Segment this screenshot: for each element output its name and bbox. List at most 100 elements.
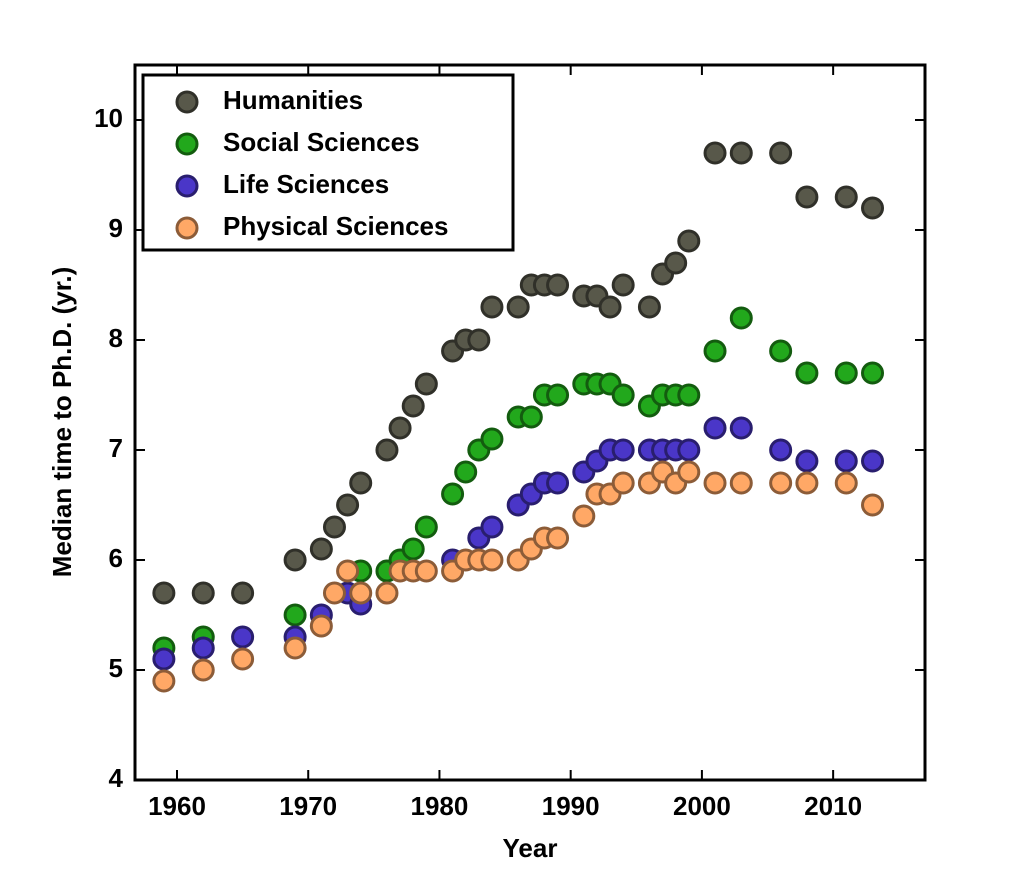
y-tick-label: 7	[109, 433, 123, 463]
legend-marker	[175, 174, 199, 198]
point	[572, 504, 596, 528]
point	[861, 361, 885, 385]
point	[703, 471, 727, 495]
point	[388, 416, 412, 440]
y-tick-label: 6	[109, 543, 123, 573]
y-tick-label: 8	[109, 323, 123, 353]
point	[441, 482, 465, 506]
point	[336, 559, 360, 583]
point	[336, 493, 360, 517]
point	[834, 471, 858, 495]
legend-label: Physical Sciences	[223, 211, 448, 241]
point	[611, 471, 635, 495]
point	[349, 471, 373, 495]
legend-label: Humanities	[223, 85, 363, 115]
point	[414, 559, 438, 583]
point	[480, 515, 504, 539]
point	[322, 515, 346, 539]
point	[414, 515, 438, 539]
point	[480, 548, 504, 572]
point	[191, 636, 215, 660]
point	[637, 295, 661, 319]
point	[283, 548, 307, 572]
point	[480, 295, 504, 319]
point	[401, 537, 425, 561]
x-tick-label: 1990	[542, 791, 600, 821]
x-axis-label: Year	[503, 833, 558, 863]
point	[309, 537, 333, 561]
x-tick-label: 1980	[411, 791, 469, 821]
point	[546, 273, 570, 297]
point	[729, 306, 753, 330]
point	[611, 383, 635, 407]
point	[152, 647, 176, 671]
x-tick-label: 1960	[148, 791, 206, 821]
point	[729, 471, 753, 495]
point	[611, 273, 635, 297]
point	[703, 416, 727, 440]
point	[861, 449, 885, 473]
point	[677, 460, 701, 484]
point	[834, 449, 858, 473]
point	[152, 581, 176, 605]
point	[191, 581, 215, 605]
y-tick-label: 4	[109, 763, 124, 793]
point	[152, 669, 176, 693]
point	[414, 372, 438, 396]
point	[349, 581, 373, 605]
legend-label: Social Sciences	[223, 127, 420, 157]
point	[769, 438, 793, 462]
point	[677, 383, 701, 407]
point	[769, 471, 793, 495]
point	[322, 581, 346, 605]
point	[598, 295, 622, 319]
point	[729, 141, 753, 165]
point	[677, 229, 701, 253]
point	[454, 460, 478, 484]
point	[506, 295, 530, 319]
point	[283, 636, 307, 660]
point	[283, 603, 307, 627]
legend-marker	[175, 90, 199, 114]
point	[401, 394, 425, 418]
point	[834, 361, 858, 385]
legend-marker	[175, 216, 199, 240]
point	[861, 493, 885, 517]
y-axis-label: Median time to Ph.D. (yr.)	[47, 267, 77, 578]
point	[309, 614, 333, 638]
point	[546, 471, 570, 495]
x-tick-label: 2010	[804, 791, 862, 821]
point	[467, 328, 491, 352]
point	[795, 449, 819, 473]
point	[664, 251, 688, 275]
point	[519, 405, 543, 429]
x-tick-label: 1970	[279, 791, 337, 821]
legend-box	[141, 73, 515, 252]
point	[480, 427, 504, 451]
point	[546, 526, 570, 550]
point	[795, 361, 819, 385]
x-tick-label: 2000	[673, 791, 731, 821]
point	[795, 471, 819, 495]
point	[231, 625, 255, 649]
legend-marker	[175, 132, 199, 156]
point	[375, 438, 399, 462]
plot-frame	[133, 63, 927, 782]
point	[703, 141, 727, 165]
legend-label: Life Sciences	[223, 169, 389, 199]
point	[231, 647, 255, 671]
point	[861, 196, 885, 220]
y-tick-label: 5	[109, 653, 123, 683]
point	[191, 658, 215, 682]
y-tick-label: 10	[94, 103, 123, 133]
point	[703, 339, 727, 363]
point	[769, 339, 793, 363]
point	[375, 581, 399, 605]
y-tick-label: 9	[109, 213, 123, 243]
point	[729, 416, 753, 440]
point	[834, 185, 858, 209]
point	[769, 141, 793, 165]
point	[677, 438, 701, 462]
point	[795, 185, 819, 209]
